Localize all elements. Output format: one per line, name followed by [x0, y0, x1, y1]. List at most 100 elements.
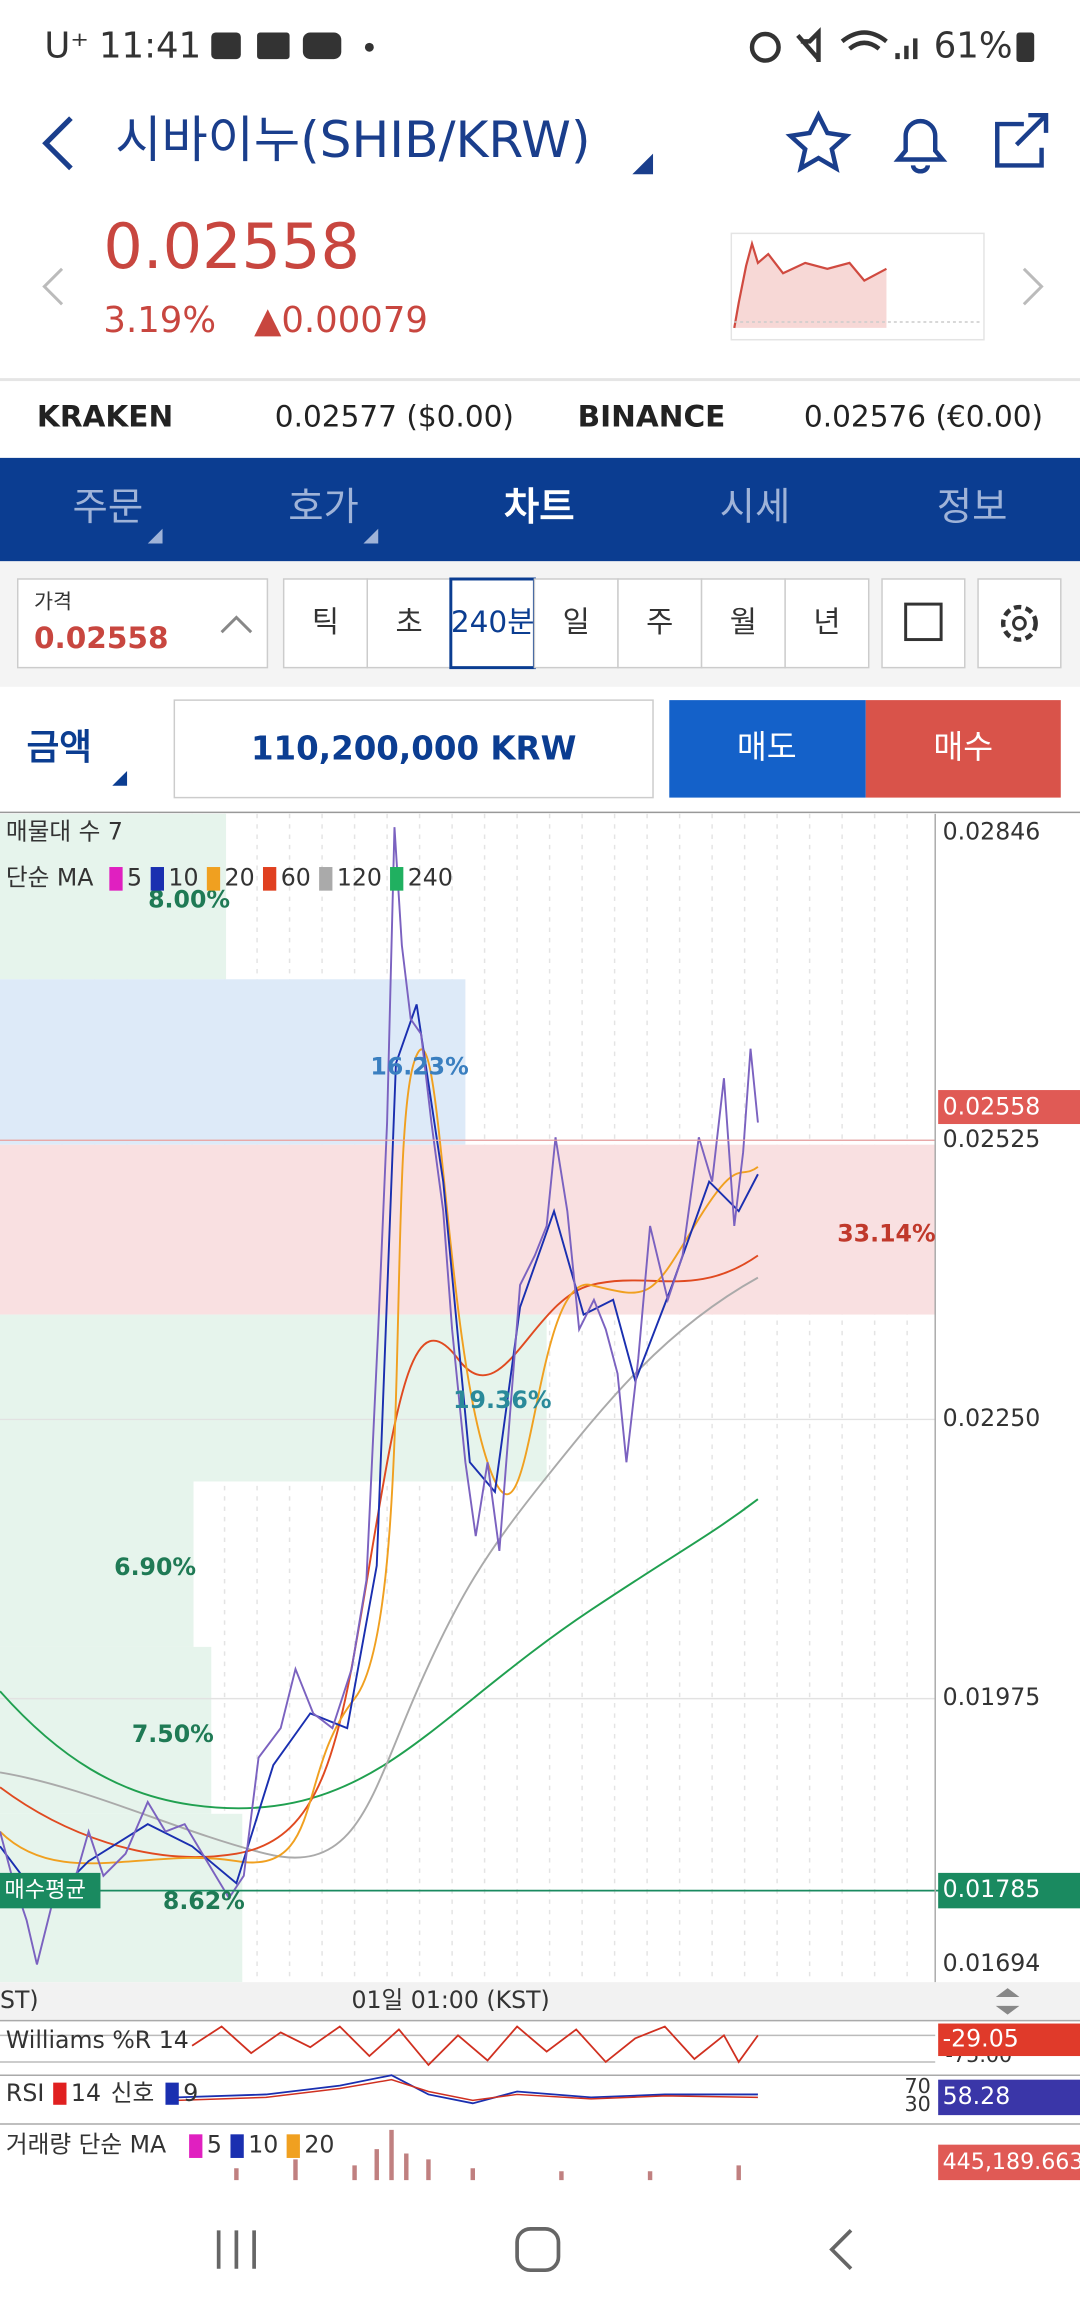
- buy-button[interactable]: [865, 700, 1061, 798]
- home[interactable]: [515, 2227, 561, 2273]
- interval-button[interactable]: [700, 578, 786, 669]
- layout-icon: [904, 602, 943, 642]
- divider: [0, 378, 1080, 382]
- back-button[interactable]: [42, 116, 73, 171]
- price-tick: 0.01975: [943, 1683, 1041, 1711]
- order-mode[interactable]: 금액: [27, 727, 92, 768]
- rsi-signal-label: 신호: [111, 2079, 154, 2107]
- price-box-toggle[interactable]: [220, 615, 253, 634]
- interval-label: 주: [646, 605, 673, 639]
- price-tick: 0.02250: [943, 1404, 1041, 1432]
- legend-period: 60: [281, 863, 311, 891]
- status-bar: U⁺ 11:41 61%: [44, 25, 1035, 66]
- icon: [840, 30, 888, 51]
- price-candles: [0, 827, 759, 1965]
- mini-chart-area: [734, 243, 887, 328]
- exchange-price: 0.02576 (€0.00): [804, 400, 1043, 434]
- legend-period: 10: [248, 2131, 278, 2159]
- rsi-signal-line: [177, 2078, 758, 2102]
- williams-value: -29.05: [943, 2024, 1019, 2052]
- favorite-button[interactable]: [785, 110, 852, 173]
- rsi-value-tag: [938, 2079, 1080, 2116]
- legend-swatch: [150, 867, 164, 891]
- avg-buy-tag: [938, 1872, 1080, 1909]
- tab[interactable]: 호가: [288, 485, 359, 530]
- legend-period: 5: [127, 863, 142, 891]
- amount-value: 110,200,000 KRW: [251, 729, 576, 767]
- dropdown[interactable]: [632, 153, 654, 175]
- interval-group: 틱 초 240분 일 주 월 년: [282, 577, 870, 670]
- legend-swatch: [53, 2082, 67, 2105]
- interval-label: 틱: [312, 605, 339, 639]
- price-tick: 0.02846: [943, 818, 1041, 846]
- ma-line: [0, 1498, 759, 1810]
- ma-line: [0, 1048, 759, 1865]
- profile-band: [0, 1646, 212, 1814]
- amount-input[interactable]: [173, 699, 654, 799]
- volume-bars: [234, 2129, 741, 2181]
- williams-label: Williams %R 14: [6, 2026, 189, 2054]
- share-button[interactable]: [995, 112, 1049, 168]
- time: 11:41: [99, 25, 201, 66]
- interval-label: 초: [395, 605, 422, 639]
- tab[interactable]: 시세: [720, 485, 791, 530]
- profile-pct: 33.14%: [837, 1219, 935, 1247]
- icon: [796, 27, 821, 63]
- profile-band: [0, 1144, 936, 1315]
- mini-chart-line: [733, 239, 887, 329]
- interval-button[interactable]: [533, 578, 619, 669]
- price-tick: 0.02525: [943, 1125, 1041, 1153]
- order-mode-marker: [112, 771, 128, 786]
- tab[interactable]: 정보: [937, 485, 1008, 530]
- interval-button[interactable]: [449, 577, 536, 670]
- legend-swatch: [109, 867, 123, 891]
- moving-averages: [0, 1004, 759, 1907]
- back[interactable]: [829, 2229, 853, 2271]
- recent-apps[interactable]: [216, 2230, 256, 2269]
- settings-button[interactable]: [977, 578, 1062, 669]
- avg-buy-label-box: [0, 1872, 101, 1909]
- settings-icon: [1000, 604, 1038, 642]
- interval-button[interactable]: [617, 578, 703, 669]
- williams-value-tag: [938, 2023, 1080, 2057]
- profile-pct: 7.50%: [132, 1720, 214, 1748]
- resize-handle[interactable]: [995, 1988, 1020, 2015]
- profile-pct: 16.23%: [370, 1052, 468, 1080]
- price-box[interactable]: [16, 578, 269, 669]
- legend-swatch: [390, 867, 404, 891]
- icon: [749, 31, 781, 63]
- icon: [364, 42, 374, 52]
- interval-label: 월: [730, 605, 757, 639]
- profile-pct: 19.36%: [453, 1386, 551, 1414]
- nav-bar: [0, 2183, 1080, 2316]
- current-price-tag: [938, 1090, 1080, 1125]
- tab[interactable]: 주문: [73, 485, 144, 530]
- interval-button[interactable]: [784, 578, 870, 669]
- volume-label: 거래량 단순 MA: [6, 2131, 166, 2159]
- battery: 61%: [934, 25, 1013, 66]
- interval-label: 일: [563, 605, 590, 639]
- last-price: 0.02558: [103, 210, 360, 283]
- carrier: U⁺: [44, 25, 89, 66]
- legend-swatch: [262, 867, 277, 891]
- volume-legend: 5 10 20: [189, 2131, 334, 2159]
- alarm-button[interactable]: [893, 118, 948, 174]
- title[interactable]: 시바이누(SHIB/KRW): [115, 110, 590, 169]
- legend-ma: 단순 MA: [6, 863, 94, 891]
- settings-icon: [1012, 615, 1027, 631]
- prev[interactable]: [42, 267, 64, 306]
- volume-value-tag: [938, 2144, 1080, 2181]
- tab-bar: [0, 457, 1080, 562]
- layout-button[interactable]: [881, 578, 966, 669]
- profile-pct: 6.90%: [114, 1553, 196, 1581]
- rsi-upper: 70: [904, 2074, 930, 2098]
- legend-period: 20: [304, 2131, 334, 2159]
- profile-band: [0, 1314, 547, 1482]
- legend-period: 120: [337, 863, 382, 891]
- sell-button[interactable]: [669, 700, 866, 798]
- next[interactable]: [1022, 267, 1044, 306]
- tab-active[interactable]: 차트: [504, 485, 575, 530]
- legend-period: 10: [168, 863, 198, 891]
